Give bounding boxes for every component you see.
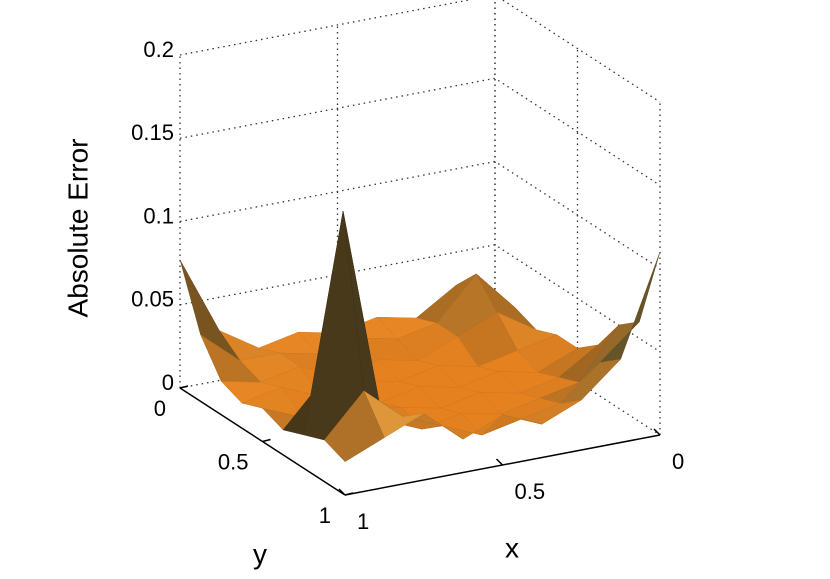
surface-patch (324, 390, 385, 463)
y-tick-label: 1 (319, 503, 331, 528)
z-tick-label: 0.15 (131, 120, 174, 145)
grid-line (179, 327, 661, 436)
x-tick-label: 1 (357, 509, 369, 534)
x-tick-label: 0 (672, 449, 684, 474)
z-tick-label: 0.2 (143, 37, 174, 62)
y-tick (344, 492, 354, 496)
y-tick-label: 0.5 (218, 449, 249, 474)
x-tick-label: 0.5 (515, 479, 546, 504)
y-tick (262, 438, 271, 443)
y-axis-label: y (253, 538, 267, 569)
grid-line (179, 77, 661, 186)
z-tick-label: 0.1 (143, 203, 174, 228)
x-axis-label: x (505, 532, 519, 563)
grid-line (179, 0, 661, 103)
z-tick-label: 0.05 (131, 287, 174, 312)
z-tick-label: 0 (162, 370, 174, 395)
x-tick (338, 488, 346, 496)
x-tick (653, 428, 661, 436)
grid-line (179, 160, 661, 270)
grid-line (179, 244, 661, 353)
y-tick-label: 0 (154, 396, 166, 421)
y-tick (179, 385, 189, 389)
x-tick (495, 458, 504, 466)
z-axis-label: Absolute Error (62, 139, 93, 318)
